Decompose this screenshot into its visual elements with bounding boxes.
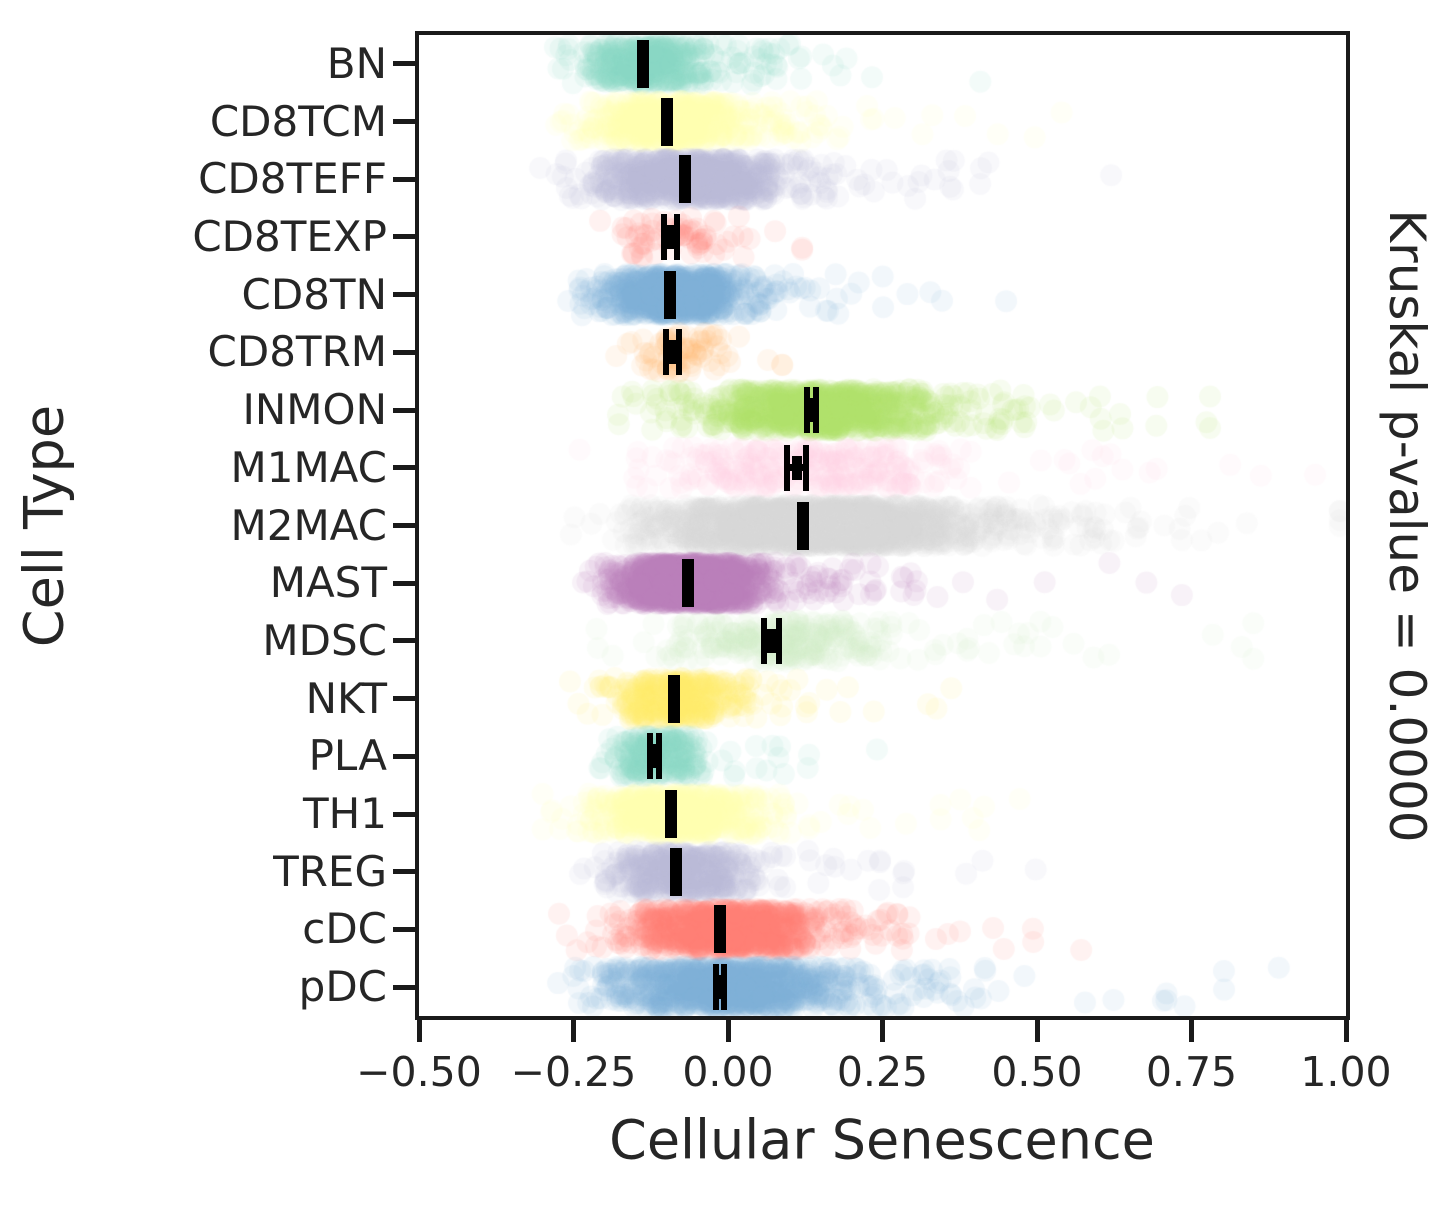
errorbar-cap-left-MDSC [761,617,768,664]
mean-marker-CD8TCM [661,97,674,146]
mean-marker-pDC [714,975,725,1000]
mean-marker-TREG [670,847,683,896]
y-tick-pDC [393,984,415,990]
x-tick-label-−0.25: −0.25 [510,1048,637,1096]
y-tick-M2MAC [393,523,415,528]
errorbar-cap-left-CD8TEXP [660,213,667,260]
errorbar-cap-left-CD8TRM [663,329,670,376]
x-tick-label-0.00: 0.00 [682,1048,774,1096]
y-tick-label-M1MAC: M1MAC [230,442,387,492]
y-tick-label-MAST: MAST [269,558,387,608]
y-tick-PLA [393,753,415,759]
mean-marker-MDSC [766,628,777,653]
y-tick-BN [393,61,415,67]
y-tick-INMON [393,407,415,413]
x-tick-1.00 [1343,1020,1349,1042]
scatter-points-canvas [419,35,1346,1016]
y-tick-label-CD8TEXP: CD8TEXP [192,211,387,261]
x-axis-title: Cellular Senescence [609,1108,1155,1172]
mean-marker-CD8TN [663,270,676,319]
y-tick-CD8TN [393,292,415,298]
y-tick-label-pDC: pDC [298,962,387,1012]
mean-marker-CD8TEFF [679,155,692,204]
y-tick-CD8TRM [393,349,415,355]
y-tick-TREG [393,869,415,875]
x-tick-−0.25 [571,1020,576,1042]
y-tick-label-M2MAC: M2MAC [230,500,387,550]
y-tick-label-PLA: PLA [308,731,387,781]
x-tick-0.50 [1034,1020,1040,1042]
mean-marker-M1MAC [791,455,802,480]
x-tick-0.25 [880,1020,885,1042]
mean-marker-M2MAC [797,501,810,550]
y-tick-label-BN: BN [326,38,387,88]
errorbar-cap-right-CD8TRM [675,329,682,376]
y-tick-TH1 [393,811,415,817]
y-tick-CD8TEXP [393,234,415,240]
mean-marker-INMON [806,398,817,423]
mean-marker-NKT [667,674,680,723]
y-tick-label-TREG: TREG [273,846,387,896]
x-tick-label-−0.50: −0.50 [356,1048,482,1096]
x-tick-0.00 [725,1020,731,1042]
errorbar-cap-left-M1MAC [784,444,791,491]
errorbar-cap-right-M1MAC [802,444,809,491]
y-tick-label-cDC: cDC [302,904,387,954]
errorbar-cap-right-CD8TEXP [674,213,681,260]
y-tick-label-CD8TRM: CD8TRM [207,327,387,377]
y-tick-CD8TEFF [393,176,415,182]
mean-marker-TH1 [665,790,678,839]
mean-marker-cDC [713,905,726,954]
mean-marker-CD8TRM [667,340,678,365]
x-tick-label-0.25: 0.25 [836,1048,929,1096]
errorbar-cap-right-MDSC [776,617,783,664]
y-tick-label-TH1: TH1 [303,789,387,839]
x-tick-label-1.00: 1.00 [1300,1048,1392,1096]
x-tick-label-0.75: 0.75 [1145,1048,1238,1096]
y-tick-NKT [393,696,415,702]
mean-marker-MAST [682,559,695,608]
y-tick-label-MDSC: MDSC [262,615,387,665]
y-tick-label-INMON: INMON [242,385,387,435]
x-tick-0.75 [1189,1020,1194,1042]
x-tick-−0.50 [416,1020,422,1042]
y-tick-cDC [393,926,415,932]
mean-marker-PLA [649,744,660,769]
y-tick-label-CD8TEFF: CD8TEFF [198,154,387,204]
y-tick-label-CD8TCM: CD8TCM [209,96,387,146]
kruskal-pvalue-annotation: Kruskal p-value = 0.0000 [1378,209,1436,843]
x-tick-label-0.50: 0.50 [991,1048,1083,1096]
y-tick-CD8TCM [393,119,415,125]
y-tick-label-CD8TN: CD8TN [241,269,387,319]
y-tick-MDSC [393,638,415,644]
y-tick-M1MAC [393,465,415,471]
mean-marker-CD8TEXP [665,224,676,249]
y-tick-label-NKT: NKT [305,673,387,723]
mean-marker-BN [636,39,649,88]
y-tick-MAST [393,580,415,586]
